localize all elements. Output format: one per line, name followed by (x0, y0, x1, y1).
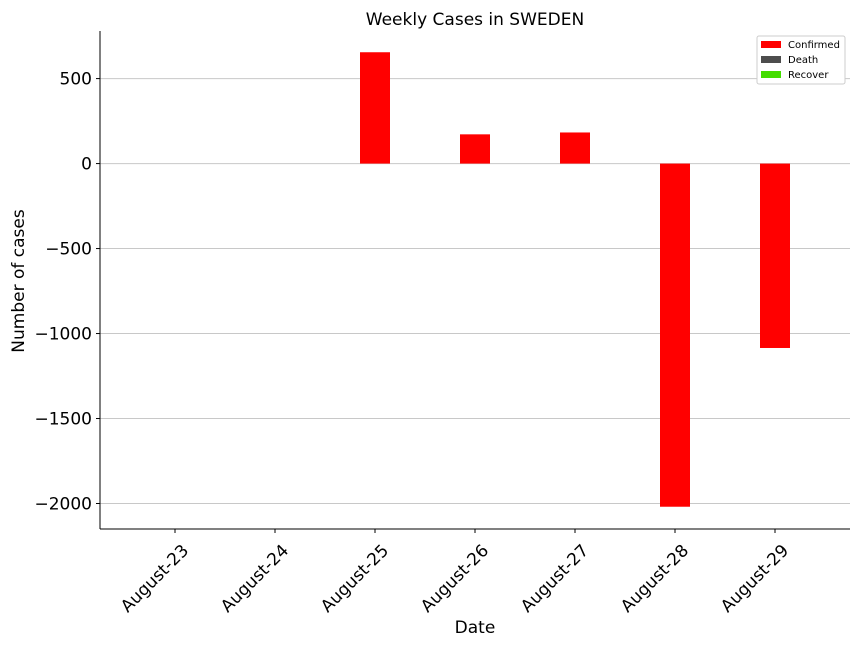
bar-confirmed-3 (460, 134, 490, 164)
legend-swatch-confirmed (761, 41, 781, 48)
x-tick-label-0: August-23 (117, 541, 193, 617)
y-tick-label-2: −500 (45, 240, 92, 260)
legend-swatch-recover (761, 71, 781, 78)
legend: Confirmed Death Recover (756, 35, 846, 85)
y-ticks: 500 0 −500 −1000 −1500 −2000 (34, 70, 100, 515)
chart-title: Weekly Cases in SWEDEN (366, 10, 584, 30)
legend-label-recover: Recover (788, 70, 829, 81)
y-tick-label-4: −1500 (34, 410, 92, 430)
bar-confirmed-2 (360, 52, 390, 164)
x-tick-label-3: August-26 (417, 541, 493, 617)
x-tick-label-2: August-25 (317, 541, 393, 617)
legend-label-confirmed: Confirmed (788, 40, 840, 51)
bar-confirmed-4 (560, 132, 590, 164)
bar-confirmed-5 (660, 163, 690, 507)
bars (360, 52, 790, 507)
y-tick-label-3: −1000 (34, 325, 92, 345)
x-tick-label-1: August-24 (217, 541, 293, 617)
x-ticks: August-23 August-24 August-25 August-26 Augu… (117, 529, 793, 617)
legend-swatch-death (761, 56, 781, 63)
grid-lines (100, 78, 850, 505)
bar-confirmed-6 (760, 163, 790, 348)
x-tick-label-4: August-27 (517, 541, 593, 617)
legend-label-death: Death (788, 55, 818, 66)
x-tick-label-6: August-29 (717, 541, 793, 617)
y-tick-label-1: 0 (81, 155, 92, 175)
y-tick-label-0: 500 (60, 70, 92, 90)
axes (99, 31, 850, 530)
x-tick-label-5: August-28 (617, 541, 693, 617)
x-axis-label: Date (455, 618, 496, 638)
y-axis-label: Number of cases (9, 209, 29, 353)
y-tick-label-5: −2000 (34, 495, 92, 515)
